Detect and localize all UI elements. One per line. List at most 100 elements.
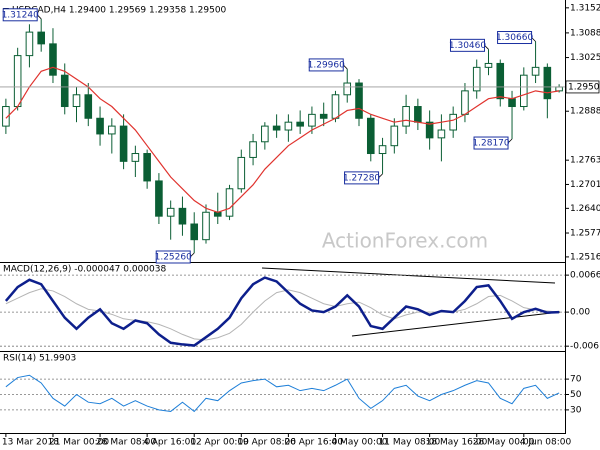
candle-body — [155, 180, 163, 217]
watermark: ActionForex.com — [322, 229, 488, 253]
candle-body — [414, 106, 422, 123]
candle-body — [237, 156, 246, 190]
price-header: USDCAD,H4 1.29400 1.29569 1.29358 1.2950… — [12, 6, 227, 16]
candle-body — [390, 125, 399, 147]
candle-body — [402, 106, 410, 127]
y-tick-label: 1.26400 — [570, 204, 600, 214]
candle-body — [190, 223, 199, 241]
y-tick-label: 50 — [570, 390, 582, 400]
annotation-box — [155, 250, 191, 264]
x-tick-label: 21 Mar 00:00 — [49, 438, 109, 448]
y-tick-label: 1.27010 — [570, 180, 600, 190]
x-tick-label: 26 Apr 16:00 — [284, 438, 343, 448]
candle-body — [272, 125, 281, 131]
y-tick-label: 1.28880 — [570, 107, 600, 117]
candle-body — [143, 153, 151, 182]
candle-body — [484, 62, 493, 68]
annotation-box — [2, 8, 38, 22]
candle-body — [25, 31, 34, 57]
y-tick-label: 0.00 — [570, 308, 590, 318]
moving-average — [5, 66, 560, 213]
y-tick-label: 1.27630 — [570, 156, 600, 166]
x-tick-label: 13 Mar 2018 — [2, 438, 59, 448]
annotation-box — [308, 58, 344, 72]
x-tick-label: 4 Apr 16:00 — [143, 438, 196, 448]
rsi-header: RSI(14) 51.9903 — [3, 354, 76, 364]
trend-line — [351, 311, 561, 337]
annotation-leader — [36, 14, 42, 20]
annotation-leader — [484, 45, 489, 50]
y-tick-label: 1.25160 — [570, 252, 600, 262]
annotation-label: 1.29960 — [308, 60, 345, 70]
candle-body — [49, 43, 57, 76]
x-tick-label: 28 May 00:00 — [473, 438, 535, 448]
annotation-leader — [342, 64, 348, 70]
candle-body — [520, 74, 528, 108]
y-tick-label: 30 — [570, 405, 582, 415]
current-price-label: 1.29500 — [568, 82, 600, 92]
candle-body — [2, 106, 10, 127]
x-tick-label: 12 Apr 00:00 — [190, 438, 249, 448]
macd-header: MACD(12,26,9) -0.000047 0.000038 — [3, 265, 166, 275]
annotation-leader — [378, 173, 383, 179]
candle-body — [355, 82, 363, 119]
candle-body — [131, 153, 140, 162]
x-tick-label: 4 Jun 08:00 — [520, 438, 572, 448]
candle-body — [119, 125, 128, 162]
y-tick-label: 1.25770 — [570, 229, 600, 239]
current-price-box — [565, 80, 600, 94]
candle-body — [249, 141, 257, 158]
candle-body — [461, 90, 469, 115]
candle-body — [366, 117, 375, 155]
candle-body — [284, 121, 293, 131]
candle-body — [60, 74, 69, 108]
candle-body — [96, 117, 104, 135]
x-tick-label: 28 Mar 08:00 — [96, 438, 156, 448]
annotation-leader — [531, 37, 536, 42]
y-tick-label: 1.31520 — [570, 3, 600, 13]
candle-body — [508, 98, 516, 108]
candle-body — [166, 207, 175, 217]
candle-body — [331, 94, 340, 119]
candle-body — [543, 66, 552, 100]
candle-body — [496, 62, 505, 100]
annotation-label: 1.28170 — [472, 139, 509, 149]
candle-body — [449, 113, 457, 131]
annotation-box — [473, 136, 509, 150]
candle-body — [308, 113, 316, 127]
annotation-leader — [189, 252, 195, 258]
annotation-leader — [507, 138, 513, 144]
candle-body — [531, 66, 540, 76]
candle-body — [261, 125, 269, 143]
candle-body — [108, 125, 116, 135]
series-line — [5, 374, 560, 413]
y-tick-label: 1.30880 — [570, 28, 600, 38]
annotation-label: 1.30660 — [496, 33, 533, 43]
annotation-box — [344, 171, 380, 185]
candle-body — [37, 31, 45, 45]
candle-body — [319, 113, 328, 119]
candle-body — [202, 211, 210, 241]
annotation-label: 1.30460 — [449, 41, 486, 51]
annotation-label: 1.31240 — [2, 10, 39, 20]
candle-body — [72, 94, 81, 108]
candle-body — [225, 188, 234, 217]
candle-body — [84, 94, 93, 119]
candle-body — [425, 121, 434, 139]
candle-body — [472, 66, 481, 92]
annotation-box — [497, 31, 533, 45]
candle-body — [437, 129, 446, 139]
x-tick-label: 4 May 00:00 — [331, 438, 387, 448]
series-line — [4, 276, 560, 347]
candle-body — [13, 55, 22, 108]
annotation-box — [449, 38, 485, 52]
y-tick-label: 0.006639 — [570, 271, 600, 281]
candle-body — [555, 86, 563, 92]
y-tick-label: 1.30250 — [570, 53, 600, 63]
x-tick-label: 11 May 08:00 — [379, 438, 441, 448]
y-tick-label: -0.006114 — [570, 342, 600, 352]
candle-body — [178, 207, 187, 225]
y-tick-label: 70 — [570, 375, 582, 385]
